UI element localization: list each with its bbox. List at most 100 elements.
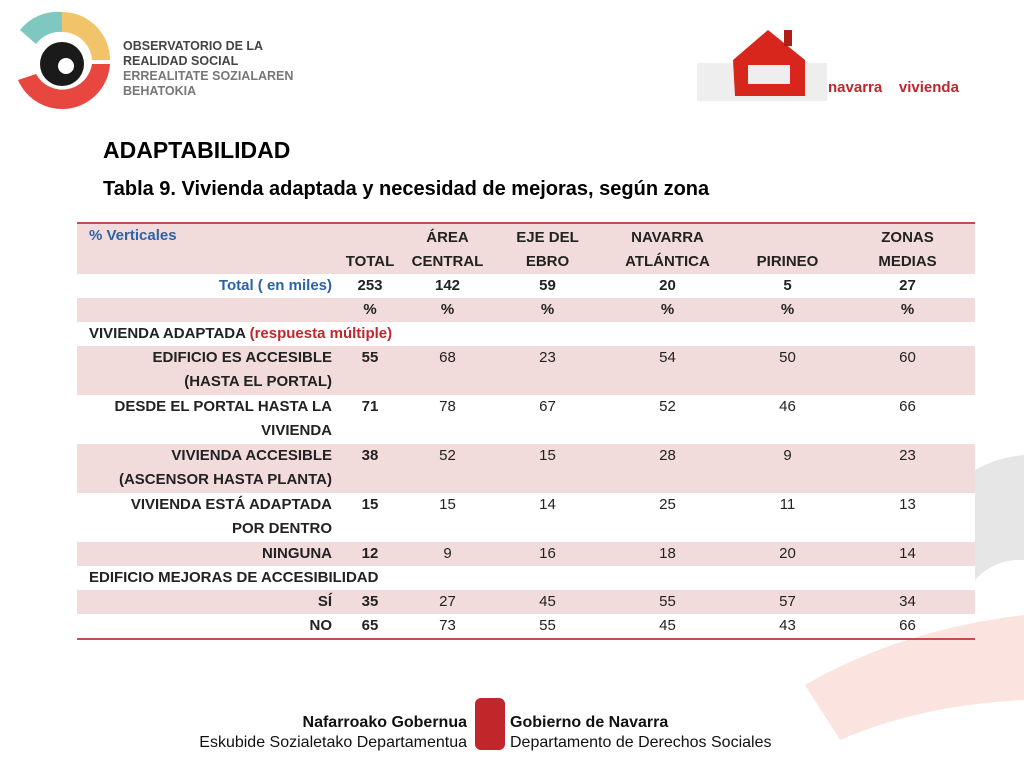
footer-text: Departamento de Derechos Sociales — [510, 734, 772, 751]
row-label: DESDE EL PORTAL HASTA LA VIVIENDA — [77, 395, 340, 444]
brand-text: navarra — [828, 79, 883, 96]
cell: 50 — [735, 346, 840, 395]
section-label: EDIFICIO MEJORAS DE ACCESIBILIDAD — [89, 569, 379, 586]
cell-line: (ASCENSOR HASTA PLANTA) — [118, 471, 332, 488]
row-label: VIVIENDA ESTÁ ADAPTADA POR DENTRO — [77, 493, 340, 542]
org-name: OBSERVATORIO DE LA REALIDAD SOCIAL ERREALI… — [123, 39, 293, 99]
cell: 52 — [659, 398, 676, 415]
cell: 9 — [400, 542, 495, 566]
section-row: VIVIENDA ADAPTADA (respuesta múltiple) — [77, 322, 975, 346]
cell: 9 — [735, 444, 840, 493]
cell-line: ATLÁNTICA — [625, 253, 710, 270]
data-row: VIVIENDA ESTÁ ADAPTADA POR DENTRO 15 15 14 25… — [77, 493, 975, 542]
header-cell: ZONAS MEDIAS — [840, 223, 975, 274]
cell: 46 — [779, 398, 796, 415]
org-line: BEHATOKIA — [123, 84, 197, 98]
cell-line: % Verticales — [89, 227, 177, 244]
coat-of-arms — [475, 698, 505, 750]
row-label: SÍ — [77, 590, 340, 614]
cell: 15 — [495, 444, 600, 493]
table-title: Tabla 9. Vivienda adaptada y necesidad d… — [103, 178, 710, 200]
cell: 55 — [340, 346, 400, 395]
cell: 13 — [899, 496, 916, 513]
cell: 55 — [600, 590, 735, 614]
cell: % — [600, 298, 735, 322]
data-row: VIVIENDA ACCESIBLE (ASCENSOR HASTA PLANTA… — [77, 444, 975, 493]
cell-line: DESDE EL PORTAL HASTA LA — [114, 398, 332, 415]
cell: 25 — [659, 496, 676, 513]
logo-arc — [62, 12, 110, 60]
header-cell: TOTAL — [340, 223, 400, 274]
cell: % — [840, 298, 975, 322]
header-cell: EJE DEL EBRO — [495, 223, 600, 274]
cell-line: VIVIENDA — [261, 422, 332, 439]
cell: 54 — [600, 346, 735, 395]
cell: 15 — [439, 496, 456, 513]
cell: 45 — [659, 617, 676, 634]
cell: 71 — [361, 398, 379, 415]
org-line: ERREALITATE SOZIALAREN — [123, 69, 294, 83]
bg-arc — [975, 455, 1024, 580]
cell-line: NO — [309, 617, 333, 634]
data-row: %%%%%% — [77, 298, 975, 322]
cell-line: NAVARRA — [631, 229, 704, 246]
cell: 16 — [495, 542, 600, 566]
cell: 35 — [340, 590, 400, 614]
cell: 73 — [439, 617, 456, 634]
cell: 59 — [539, 277, 556, 294]
footer-text: Eskubide Sozialetako Departamentua — [199, 734, 467, 751]
logo-arc — [20, 11, 62, 44]
header-row: % Verticales TOTAL ÁREA CENTRAL EJE DEL EBRO N… — [77, 223, 975, 274]
cell-line: VIVIENDA ACCESIBLE — [171, 447, 332, 464]
section-row: EDIFICIO MEJORAS DE ACCESIBILIDAD — [77, 566, 975, 590]
cell: 5 — [783, 277, 792, 294]
cell: 52 — [400, 444, 495, 493]
section-title: ADAPTABILIDAD — [103, 137, 291, 163]
cell: % — [735, 298, 840, 322]
row-label — [77, 298, 340, 322]
cell: 66 — [899, 398, 916, 415]
cell: 38 — [340, 444, 400, 493]
cell-line: TOTAL — [345, 253, 395, 270]
footer-text: Nafarroako Gobernua — [302, 714, 467, 731]
cell-line: PIRINEO — [756, 253, 819, 270]
cell: 57 — [735, 590, 840, 614]
org-line: REALIDAD SOCIAL — [123, 54, 239, 68]
row-label: NINGUNA — [77, 542, 340, 566]
cell: 28 — [600, 444, 735, 493]
data-row: EDIFICIO ES ACCESIBLE (HASTA EL PORTAL) 55… — [77, 346, 975, 395]
header-cell: % Verticales — [77, 223, 340, 274]
row-label: Total ( en miles) — [77, 274, 340, 298]
cell: 23 — [840, 444, 975, 493]
cell: 142 — [434, 277, 461, 294]
data-row: NO 65 73 55 45 43 66 — [77, 614, 975, 639]
cell: 68 — [400, 346, 495, 395]
cell: 18 — [600, 542, 735, 566]
row-label: VIVIENDA ACCESIBLE (ASCENSOR HASTA PLANTA… — [77, 444, 340, 493]
cell-line: EBRO — [525, 253, 570, 270]
cell: 55 — [539, 617, 556, 634]
house — [784, 30, 792, 46]
cell: 15 — [361, 496, 379, 513]
bg-arc — [805, 615, 1024, 740]
footer-left: Nafarroako Gobernua Eskubide Sozialetako … — [185, 713, 467, 753]
cell: 34 — [840, 590, 975, 614]
data-row: NINGUNA 12 9 16 18 20 14 — [77, 542, 975, 566]
cell-line: CENTRAL — [411, 253, 484, 270]
cell: 45 — [495, 590, 600, 614]
cell: 20 — [735, 542, 840, 566]
cell-line: MEDIAS — [878, 253, 937, 270]
header-cell: PIRINEO — [735, 223, 840, 274]
row-label: NO — [77, 614, 340, 639]
cell: 14 — [539, 496, 556, 513]
cell-line: EDIFICIO ES ACCESIBLE — [152, 349, 332, 366]
cell-line: (HASTA EL PORTAL) — [184, 373, 332, 390]
data-row: DESDE EL PORTAL HASTA LA VIVIENDA 71 78 67 52… — [77, 395, 975, 444]
cell: 14 — [840, 542, 975, 566]
data-row: Total ( en miles) 253 142 59 20 5 27 — [77, 274, 975, 298]
cell: 253 — [357, 277, 383, 294]
org-line: OBSERVATORIO DE LA — [123, 39, 264, 53]
cell: 11 — [779, 496, 796, 513]
cell: % — [340, 298, 400, 322]
cell-line: EJE DEL — [516, 229, 579, 246]
